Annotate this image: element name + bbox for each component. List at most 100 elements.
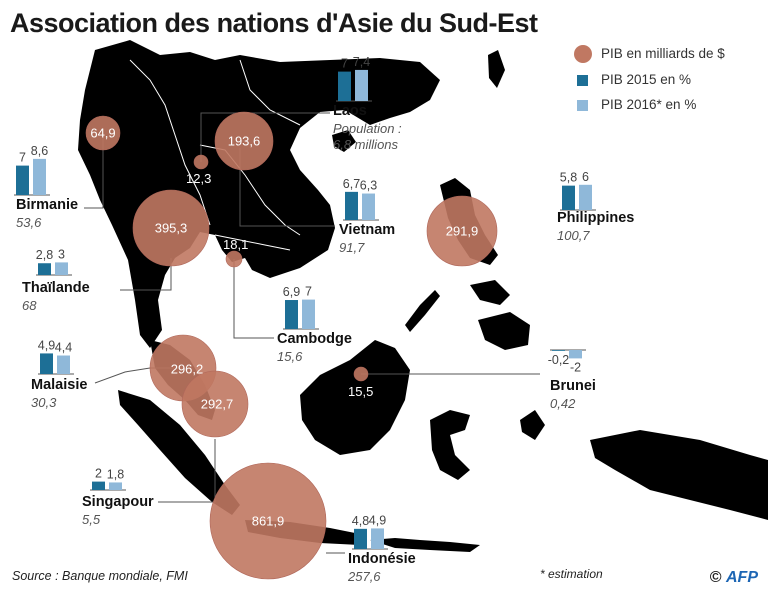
bar-label-2015-vietnam: 6,7 <box>343 177 360 191</box>
bubble-birmanie <box>85 115 121 151</box>
source-note: Source : Banque mondiale, FMI <box>12 569 188 583</box>
land-taiwan <box>488 50 505 88</box>
bubble-philippines <box>426 195 498 267</box>
land-palawan <box>405 290 440 332</box>
bar-label-2015-thailande: 2,8 <box>36 248 53 262</box>
country-name-singapour: Singapour <box>82 494 154 510</box>
gdp-label-brunei: 15,5 <box>348 384 374 399</box>
population-laos: 6,8 millions <box>333 137 399 152</box>
bar-2016-malaisie <box>57 355 70 374</box>
country-name-cambodge: Cambodge <box>277 331 352 347</box>
bar-2016-singapour <box>109 482 122 490</box>
land-new-guinea <box>590 430 768 520</box>
bar-label-2016-laos: 7,4 <box>353 55 370 69</box>
bar-label-2015-cambodge: 6,9 <box>283 285 300 299</box>
leader-birmanie <box>84 133 104 209</box>
gdp-label-laos: 12,3 <box>186 171 212 186</box>
country-name-malaisie: Malaisie <box>31 377 88 393</box>
legend-2015-swatch <box>577 75 588 86</box>
country-name-brunei: Brunei <box>550 378 596 394</box>
bar-2015-birmanie <box>16 165 29 195</box>
bar-2015-philippines <box>562 185 575 210</box>
leader-cambodge <box>233 259 274 339</box>
population-singapour: 5,5 <box>82 512 101 527</box>
growth-bars: 7 8,67 7,46,7 6,32,8 36,9 75,8 64,9 4,4-0,2-22 1… <box>14 55 596 550</box>
legend-growth-2016: PIB 2016* en % <box>601 97 697 112</box>
bar-2016-brunei <box>569 350 582 359</box>
gdp-label-cambodge: 18,1 <box>223 237 249 252</box>
bar-2016-birmanie <box>33 158 46 195</box>
bar-label-2016-thailande: 3 <box>58 247 65 261</box>
country-name-indonesie: Indonésie <box>348 551 416 567</box>
bar-label-2015-brunei: -0,2 <box>548 353 570 367</box>
bar-label-2015-singapour: 2 <box>95 467 102 481</box>
bubble-thailande <box>132 189 210 267</box>
population-birmanie: 53,6 <box>16 215 42 230</box>
bubble-indonesie <box>209 462 327 580</box>
legend-gdp: PIB en milliards de $ <box>601 46 725 61</box>
population-thailande: 68 <box>22 298 37 313</box>
population-malaisie: 30,3 <box>31 395 57 410</box>
bubble-vietnam <box>214 111 274 171</box>
bar-2016-vietnam <box>362 193 375 220</box>
legend-2016-swatch <box>577 100 588 111</box>
country-name-vietnam: Vietnam <box>339 222 396 238</box>
afp-logo: AFP <box>726 569 758 586</box>
bar-label-2015-malaisie: 4,9 <box>38 338 55 352</box>
bar-label-2016-birmanie: 8,6 <box>31 144 48 158</box>
land-mainland <box>78 40 440 348</box>
country-name-laos: Laos <box>333 103 367 119</box>
leader-lines <box>84 112 540 554</box>
bar-label-2016-vietnam: 6,3 <box>360 179 377 193</box>
gdp-label-singapour: 292,7 <box>200 396 234 412</box>
bar-2016-cambodge <box>302 299 315 329</box>
country-name-thailande: Thaïlande <box>22 280 90 296</box>
bubble-cambodge <box>225 250 243 268</box>
gdp-label-thailande: 395,3 <box>154 220 188 236</box>
bar-2015-malaisie <box>40 353 53 374</box>
country-name-birmanie: Birmanie <box>16 197 79 213</box>
land-sumatra <box>118 390 240 515</box>
bar-2015-brunei <box>552 350 565 351</box>
land-borneo <box>300 340 410 455</box>
bar-2015-cambodge <box>285 300 298 329</box>
gdp-label-malaisie: 296,2 <box>170 361 204 377</box>
bubble-singapour <box>181 370 249 438</box>
bar-label-2016-philippines: 6 <box>582 170 589 184</box>
legend-growth-2015: PIB 2015 en % <box>601 72 692 87</box>
legend-swatches <box>574 45 592 111</box>
bar-label-2016-cambodge: 7 <box>305 285 312 299</box>
bar-label-2016-singapour: 1,8 <box>107 467 124 481</box>
bar-2016-laos <box>355 69 368 101</box>
leader-vietnam <box>239 148 335 227</box>
bar-2016-indonesie <box>371 528 384 549</box>
leader-laos <box>200 112 330 162</box>
leader-thailande <box>120 258 172 291</box>
population-philippines: 100,7 <box>557 228 590 243</box>
gdp-bubbles <box>85 111 498 580</box>
bubble-brunei <box>353 366 369 382</box>
gdp-label-indonesie: 861,9 <box>251 513 285 529</box>
population-laos-label: Population : <box>333 121 402 136</box>
bar-label-2015-indonesie: 4,8 <box>352 514 369 528</box>
bar-2015-thailande <box>38 263 51 275</box>
bar-label-2015-philippines: 5,8 <box>560 171 577 185</box>
gdp-label-vietnam: 193,6 <box>227 133 261 149</box>
estimation-note: * estimation <box>540 567 603 581</box>
bar-2015-singapour <box>92 481 105 490</box>
bar-label-2015-laos: 7 <box>341 57 348 71</box>
gdp-label-philippines: 291,9 <box>445 223 479 239</box>
population-brunei: 0,42 <box>550 396 576 411</box>
population-indonesie: 257,6 <box>348 569 381 584</box>
population-cambodge: 15,6 <box>277 349 303 364</box>
gdp-label-birmanie: 64,9 <box>90 125 116 141</box>
page-title: Association des nations d'Asie du Sud-Es… <box>10 8 538 38</box>
bubble-laos <box>193 154 209 170</box>
land-mindanao <box>478 312 530 350</box>
bar-label-2016-indonesie: 4,9 <box>369 513 386 527</box>
land-hainan <box>332 130 356 152</box>
bar-label-2016-malaisie: 4,4 <box>55 341 72 355</box>
copyright-symbol: © <box>709 569 722 586</box>
land-moluccas <box>520 410 545 440</box>
